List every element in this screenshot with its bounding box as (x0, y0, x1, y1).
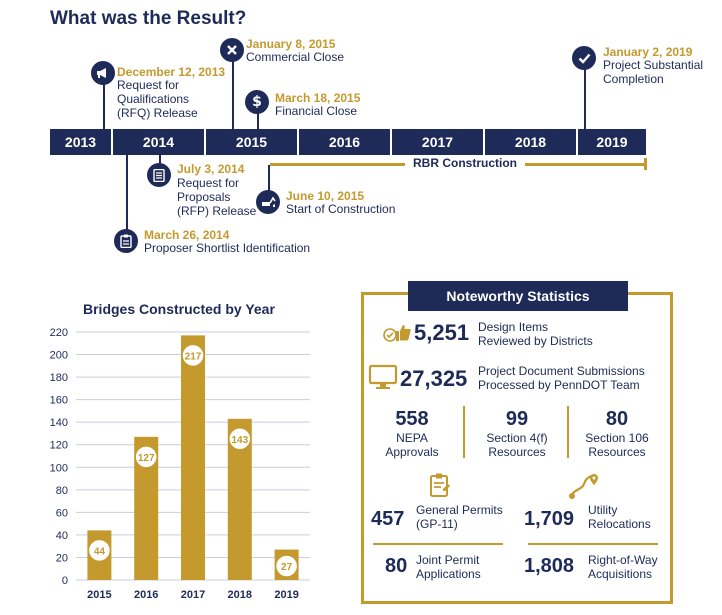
data-label-badge (228, 427, 252, 451)
data-label-badge (87, 538, 112, 563)
timeline-year: 2014 (113, 129, 206, 155)
timeline-year: 2016 (299, 129, 392, 155)
joint-permit-label: Joint Permit Applications (416, 553, 481, 581)
chart-title: Bridges Constructed by Year (83, 301, 275, 317)
timeline-bar: 2013 2014 2015 2016 2017 2018 2019 (50, 129, 646, 155)
stats-header: Noteworthy Statistics (408, 281, 628, 311)
utility-label: Utility Relocations (588, 503, 651, 531)
computer-icon (368, 364, 398, 390)
submissions-value: 27,325 (400, 366, 468, 391)
milestone-connector (584, 66, 586, 129)
milestone-connector (232, 58, 234, 129)
milestone-date: January 2, 2019 (603, 45, 693, 59)
document-icon (147, 163, 171, 187)
design-items-label: Design Items Reviewed by Districts (478, 320, 593, 348)
milestone-connector (159, 155, 161, 165)
right-of-way-value: 1,808 (524, 555, 575, 577)
x-tick-label: 2017 (181, 589, 205, 601)
y-tick-label: 60 (56, 507, 68, 519)
milestone-date: December 12, 2013 (117, 65, 226, 79)
data-label: 143 (231, 435, 248, 446)
x-tick-label: 2016 (134, 589, 158, 601)
milestone-date: January 8, 2015 (246, 37, 336, 51)
milestone-date: March 18, 2015 (275, 91, 361, 105)
milestone-connector (268, 165, 270, 191)
x-tick-label: 2018 (228, 589, 252, 601)
y-tick-label: 200 (50, 350, 68, 362)
x-tick-label: 2019 (274, 589, 298, 601)
milestone-connector (257, 110, 259, 129)
data-label-badge (181, 343, 205, 368)
data-label: 44 (94, 546, 106, 557)
y-tick-label: 120 (50, 440, 68, 452)
right-of-way-label: Right-of-Way Acquisitions (588, 553, 658, 581)
data-label: 127 (138, 453, 155, 464)
data-label: 27 (281, 562, 293, 573)
timeline-year: 2018 (485, 129, 578, 155)
stat-divider (463, 406, 465, 458)
milestone-description: Request for Qualifications (RFQ) Release (117, 78, 198, 120)
y-tick-label: 40 (56, 530, 68, 542)
section-4f-stat: 99 Section 4(f) Resources (486, 408, 548, 459)
page-title: What was the Result? (50, 8, 247, 29)
bridges-bar-chart: 0 20 40 60 80 100 120 140 160 180 200 220 44 2015 127 2… (50, 327, 310, 601)
milestone-connector (103, 80, 105, 129)
timeline-year: 2019 (596, 134, 628, 150)
stat-divider (528, 543, 658, 545)
checkmark-icon (572, 46, 596, 70)
permit-clipboard-icon (428, 472, 452, 498)
milestone-description: Project Substantial Completion (603, 58, 704, 86)
milestone-date: March 26, 2014 (144, 228, 230, 242)
dollar-icon: $ (245, 90, 269, 114)
y-tick-label: 180 (50, 372, 68, 384)
milestone-description: Start of Construction (286, 202, 396, 216)
construction-period-end (644, 158, 647, 170)
y-tick-label: 160 (50, 395, 68, 407)
thumbs-up-icon (382, 320, 412, 344)
route-pin-icon (566, 472, 600, 500)
stat-divider (373, 543, 503, 545)
y-tick-label: 20 (56, 552, 68, 564)
milestone-description: Financial Close (275, 104, 358, 118)
y-tick-label: 140 (50, 417, 68, 429)
milestone-connector (126, 155, 128, 230)
stat-divider (567, 406, 569, 458)
data-label: 217 (185, 351, 202, 362)
construction-period-label: RBR Construction (405, 156, 525, 170)
y-tick-label: 0 (62, 575, 68, 587)
timeline-year: 2015 (206, 129, 299, 155)
y-tick-label: 100 (50, 462, 68, 474)
announcement-icon (91, 61, 115, 85)
general-permits-label: General Permits (GP-11) (416, 503, 503, 531)
timeline-year: 2013 (50, 129, 113, 155)
milestone-description: Commercial Close (246, 50, 345, 64)
joint-permit-value: 80 (385, 555, 408, 577)
utility-value: 1,709 (524, 508, 575, 530)
submissions-label: Project Document Submissions Processed b… (478, 364, 645, 392)
data-label-badge (274, 554, 299, 578)
excavator-icon (256, 190, 280, 214)
general-permits-value: 457 (371, 508, 405, 530)
section-106-stat: 80 Section 106 Resources (585, 408, 649, 459)
design-items-value: 5,251 (414, 320, 470, 345)
nepa-stat: 558 NEPA Approvals (385, 408, 439, 459)
data-label-badge (134, 445, 158, 469)
bar (181, 335, 205, 580)
clipboard-icon (114, 229, 138, 253)
y-tick-label: 220 (50, 327, 68, 339)
milestone-date: June 10, 2015 (286, 189, 365, 203)
milestone-date: July 3, 2014 (177, 162, 245, 176)
timeline-year: 2017 (392, 129, 485, 155)
x-tick-label: 2015 (87, 589, 111, 601)
close-x-icon (220, 38, 244, 62)
y-tick-label: 80 (56, 485, 68, 497)
milestone-description: Request for Proposals (RFP) Release (177, 176, 257, 218)
milestone-description: Proposer Shortlist Identification (144, 241, 311, 255)
